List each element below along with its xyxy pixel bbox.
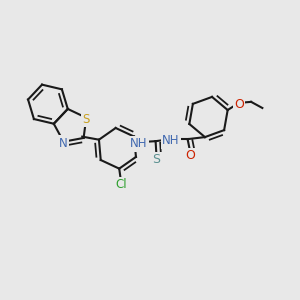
Text: S: S	[82, 113, 90, 126]
Text: NH: NH	[130, 137, 148, 150]
Text: O: O	[186, 149, 196, 162]
Text: S: S	[153, 153, 160, 166]
Text: N: N	[59, 137, 68, 150]
Text: NH: NH	[162, 134, 180, 147]
Text: Cl: Cl	[116, 178, 127, 191]
Text: O: O	[234, 98, 244, 111]
